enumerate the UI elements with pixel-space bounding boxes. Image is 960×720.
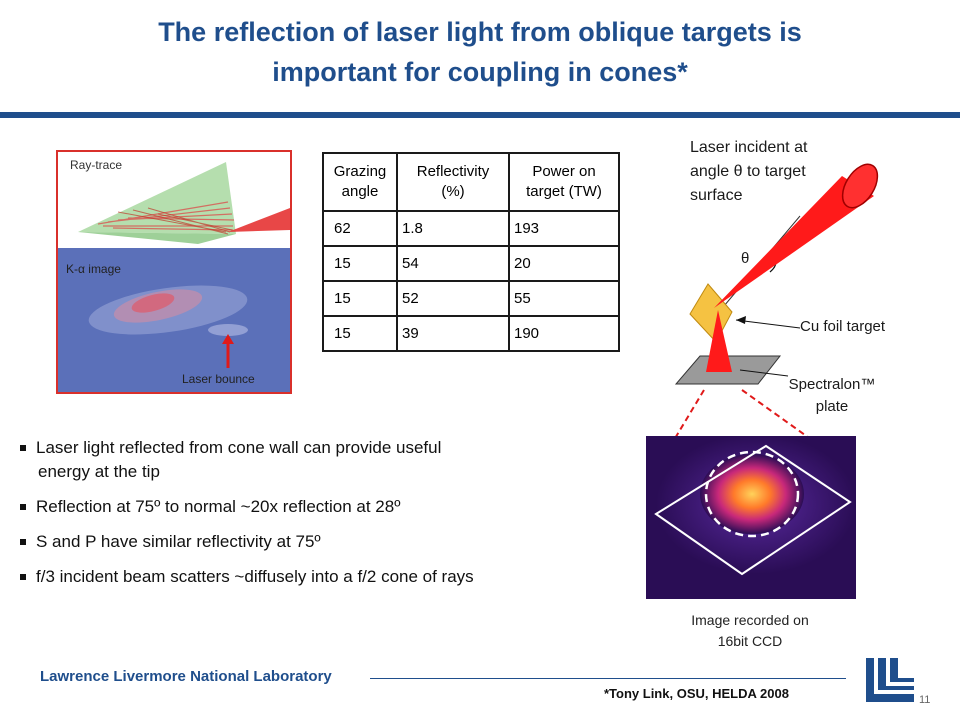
raytrace-label: Ray-trace (70, 158, 123, 172)
incident-beam-shape (714, 176, 874, 308)
cu-pointer-line (735, 319, 801, 329)
title-divider (0, 112, 960, 118)
header-power-on-target: Power on target (TW) (508, 152, 620, 212)
header-reflectivity: Reflectivity (%) (396, 152, 510, 212)
bullet-square-icon (20, 445, 26, 451)
cu-pointer-arrow (736, 316, 746, 324)
incident-angle-note: Laser incident at angle θ to target surf… (690, 136, 807, 208)
bullet-square-icon (20, 504, 26, 510)
header-grazing-angle: Grazing angle (322, 152, 398, 212)
ccd-caption-line-1: Image recorded on (691, 612, 809, 628)
kalpha-image: K-α image Laser bounce (58, 248, 290, 392)
table-cell: 39 (396, 315, 510, 352)
table-row: 15 52 55 (322, 280, 620, 317)
table-cell: 52 (396, 280, 510, 317)
spectralon-label: Spectralon™ plate (772, 374, 892, 418)
beam-aperture-shape (841, 163, 879, 209)
llnl-logo-icon (862, 654, 918, 706)
table-row: 15 54 20 (322, 245, 620, 282)
kalpha-label: K-α image (66, 262, 121, 276)
table-cell: 15 (322, 245, 398, 282)
ccd-caption-line-2: 16bit CCD (717, 633, 783, 649)
slide-title-line-1: The reflection of laser light from obliq… (158, 17, 802, 47)
table-cell: 190 (508, 315, 620, 352)
table-cell: 1.8 (396, 210, 510, 247)
incident-note-line-3: surface (690, 187, 743, 204)
ccd-illustration (646, 436, 856, 599)
projection-line-left (673, 389, 705, 441)
raytrace-image: Ray-trace (58, 152, 290, 248)
bullet-text-continued: energy at the tip (38, 462, 160, 481)
ccd-image (646, 436, 856, 599)
table-cell: 15 (322, 280, 398, 317)
credit-note: *Tony Link, OSU, HELDA 2008 (604, 686, 789, 701)
reflected-beam-shape (706, 310, 732, 372)
spectralon-label-line-2: plate (815, 398, 849, 415)
bullet-item: Reflection at 75º to normal ~20x reflect… (20, 495, 640, 519)
laser-bounce-label: Laser bounce (182, 372, 255, 386)
table-row: 15 39 190 (322, 315, 620, 352)
table-cell: 20 (508, 245, 620, 282)
page-number: 11 (919, 694, 931, 706)
table-row: 62 1.8 193 (322, 210, 620, 247)
cu-foil-shape (689, 283, 733, 343)
theta-label: θ (741, 250, 750, 267)
table-cell: 15 (322, 315, 398, 352)
spectralon-pointer-line (739, 369, 789, 377)
bullet-item: Laser light reflected from cone wall can… (20, 436, 640, 484)
spectralon-label-line-1: Spectralon™ (788, 376, 876, 393)
slide-title: The reflection of laser light from obliq… (40, 12, 920, 92)
bullet-text: S and P have similar reflectivity at 75º (36, 532, 321, 551)
ccd-caption: Image recorded on 16bit CCD (655, 610, 845, 652)
lab-name: Lawrence Livermore National Laboratory (40, 668, 332, 685)
bullet-text: Reflection at 75º to normal ~20x reflect… (36, 497, 401, 516)
table-header-row: Grazing angle Reflectivity (%) Power on tar… (322, 152, 620, 212)
reflectivity-table: Grazing angle Reflectivity (%) Power on tar… (322, 152, 620, 352)
bullet-item: S and P have similar reflectivity at 75º (20, 530, 640, 554)
bullet-square-icon (20, 574, 26, 580)
bullet-item: f/3 incident beam scatters ~diffusely in… (20, 565, 640, 589)
table-cell: 193 (508, 210, 620, 247)
bullet-square-icon (20, 539, 26, 545)
projection-line-right (741, 389, 813, 441)
raytrace-kalpha-panel: Ray-trace K-α image Laser bounce (56, 150, 292, 394)
cu-foil-label: Cu foil target (800, 318, 886, 335)
kalpha-illustration (58, 248, 290, 392)
table-cell: 54 (396, 245, 510, 282)
slide-title-line-2: important for coupling in cones* (272, 57, 688, 87)
table-cell: 62 (322, 210, 398, 247)
table-cell: 55 (508, 280, 620, 317)
incident-note-line-1: Laser incident at (690, 139, 808, 156)
footer-divider (370, 678, 846, 679)
raytrace-illustration (78, 162, 290, 244)
bullet-list: Laser light reflected from cone wall can… (20, 436, 640, 600)
bullet-text: Laser light reflected from cone wall can… (36, 438, 442, 457)
incident-note-line-2: angle θ to target (690, 163, 806, 180)
bullet-text: f/3 incident beam scatters ~diffusely in… (36, 567, 474, 586)
